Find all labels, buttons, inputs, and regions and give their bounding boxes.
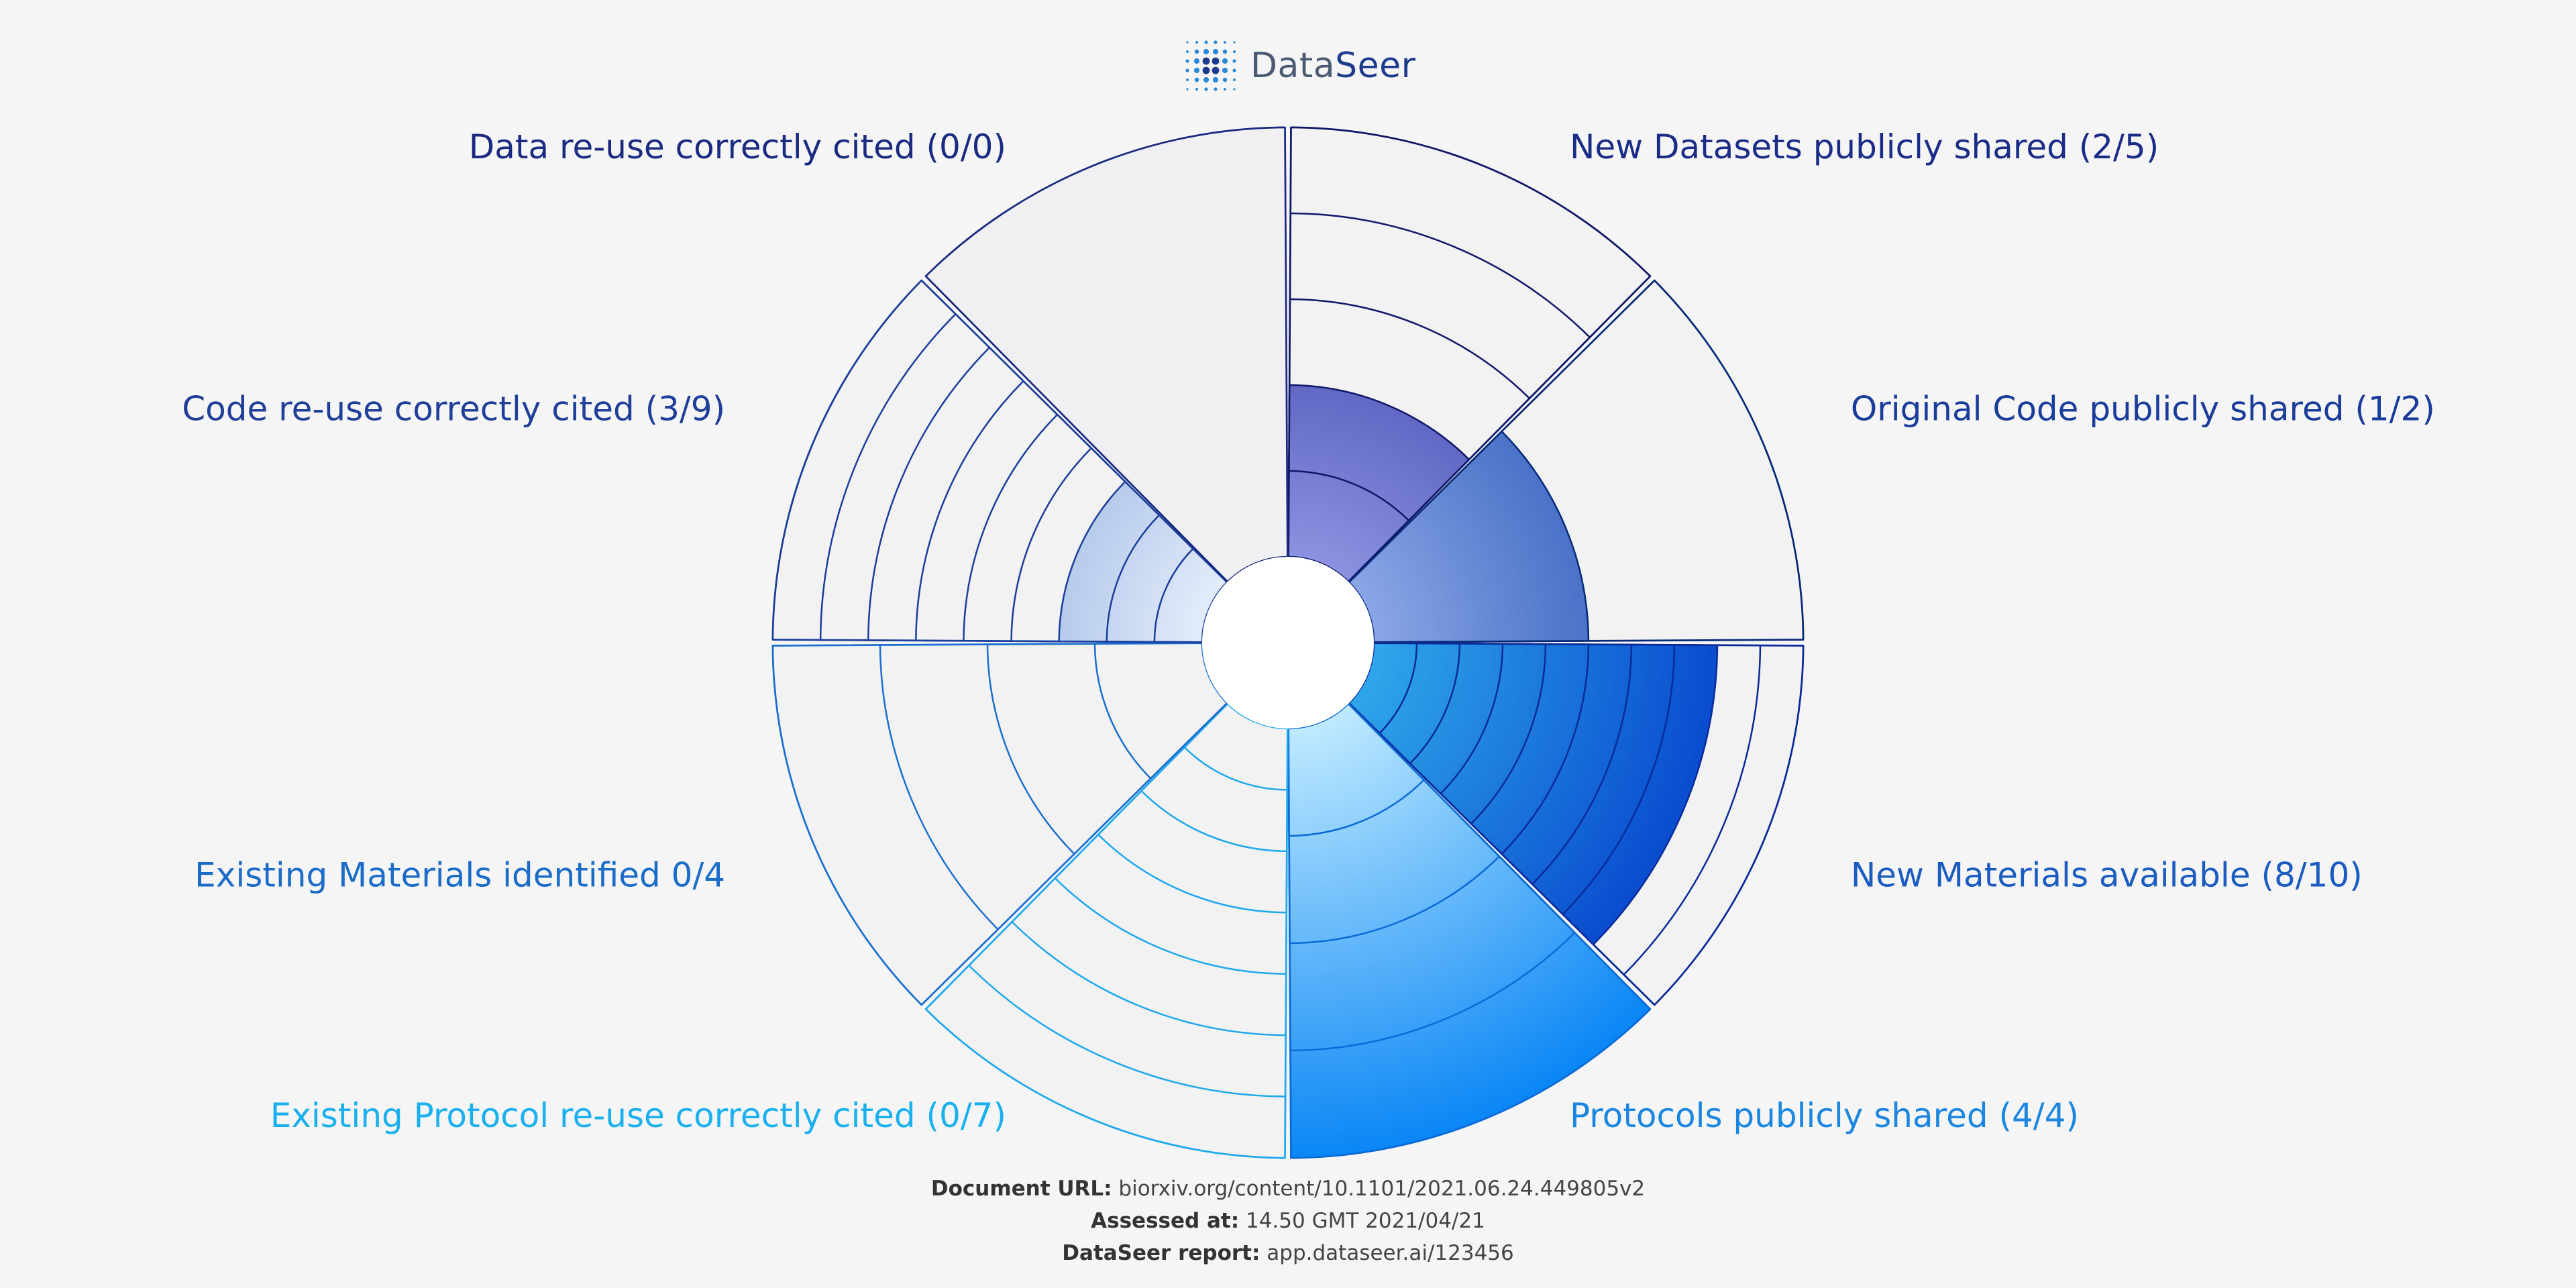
logo-name-data: Data	[1250, 46, 1336, 86]
report-link-label: DataSeer report:	[1062, 1241, 1260, 1265]
segment-5	[771, 642, 1228, 1006]
logo-dot	[1223, 87, 1227, 91]
logo-dot	[1214, 87, 1218, 91]
logo-dot	[1232, 68, 1236, 72]
report-metadata: Document URL: biorxiv.org/content/10.110…	[0, 1173, 2576, 1269]
logo-dot	[1185, 68, 1189, 72]
logo-dot	[1222, 67, 1228, 74]
logo-dot	[1212, 76, 1219, 83]
logo-dot	[1185, 78, 1189, 82]
logo-dot	[1195, 87, 1199, 91]
logo-dot	[1204, 87, 1208, 91]
report-link-value[interactable]: app.dataseer.ai/123456	[1267, 1241, 1514, 1265]
logo-dot	[1222, 77, 1228, 83]
chart-labels: New Datasets publicly shared (2/5) Origin…	[182, 127, 2435, 1135]
logo-dot	[1195, 40, 1199, 44]
logo-dot	[1186, 88, 1189, 91]
logo-dot	[1212, 66, 1220, 74]
logo-dot	[1203, 48, 1210, 55]
logo-dot	[1232, 78, 1236, 82]
segment-6	[771, 279, 1228, 643]
segment-label-5: Existing Materials identified 0/4	[195, 855, 725, 894]
logo-dot	[1232, 59, 1236, 63]
chart-center-hub	[1202, 557, 1374, 729]
logo-dot	[1204, 40, 1208, 44]
logo-dot	[1194, 49, 1199, 54]
segment-label-4: Existing Protocol re-use correctly cited…	[270, 1096, 1006, 1135]
segment-label-1: Original Code publicly shared (1/2)	[1851, 390, 2435, 429]
logo-dot	[1214, 40, 1218, 44]
segment-2	[1348, 642, 1805, 1006]
segment-label-3: Protocols publicly shared (4/4)	[1570, 1096, 2079, 1135]
segment-label-0: New Datasets publicly shared (2/5)	[1570, 127, 2159, 166]
logo-dot	[1186, 41, 1189, 44]
logo-dot	[1185, 59, 1189, 63]
logo-dot	[1202, 66, 1210, 74]
segment-label-6: Code re-use correctly cited (3/9)	[182, 390, 725, 429]
document-url-line: Document URL: biorxiv.org/content/10.110…	[0, 1173, 2576, 1205]
logo-dot	[1193, 67, 1200, 74]
logo-dot	[1194, 77, 1199, 83]
logo-dot	[1232, 50, 1236, 54]
document-url-label: Document URL:	[930, 1177, 1112, 1201]
logo-dot	[1233, 88, 1236, 91]
segment-1	[1348, 279, 1805, 643]
segment-0	[1287, 126, 1652, 583]
logo-wordmark: DataSeer	[1250, 46, 1416, 86]
logo-dot	[1202, 57, 1210, 65]
logo-dot	[1212, 48, 1219, 55]
report-link-line: DataSeer report: app.dataseer.ai/123456	[0, 1237, 2576, 1269]
logo-dot	[1203, 76, 1210, 83]
document-url-value[interactable]: biorxiv.org/content/10.1101/2021.06.24.4…	[1118, 1177, 1646, 1201]
segment-label-2: New Materials available (8/10)	[1851, 855, 2363, 894]
logo-dot	[1212, 57, 1220, 65]
logo-dot	[1222, 49, 1228, 54]
logo-dot	[1193, 58, 1200, 64]
logo-dot	[1222, 58, 1228, 64]
dataseer-logo-icon	[1185, 40, 1236, 91]
logo-dot	[1233, 41, 1236, 44]
logo-name-seer: Seer	[1335, 46, 1416, 86]
logo-dot	[1185, 50, 1189, 54]
assessed-at-value: 14.50 GMT 2021/04/21	[1245, 1209, 1485, 1233]
logo-dot	[1223, 40, 1227, 44]
assessed-at-line: Assessed at: 14.50 GMT 2021/04/21	[0, 1205, 2576, 1237]
segment-label-7: Data re-use correctly cited (0/0)	[469, 127, 1006, 166]
assessed-at-label: Assessed at:	[1091, 1209, 1240, 1233]
dataseer-logo: DataSeer	[1181, 32, 1416, 99]
